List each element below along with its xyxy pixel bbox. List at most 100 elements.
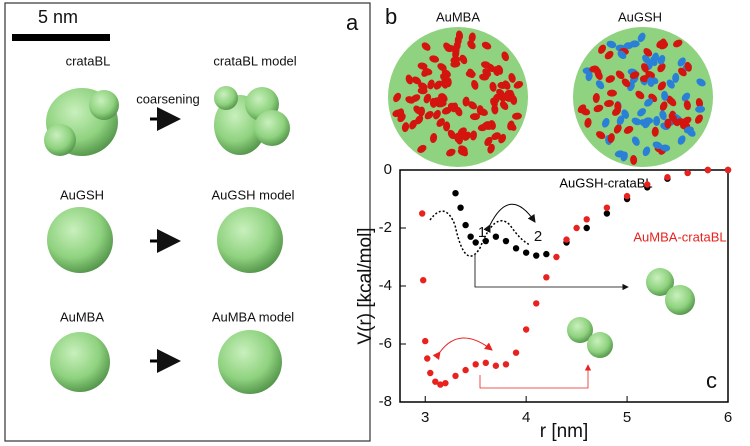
ligand [421,42,431,51]
ligand [642,54,651,64]
ligand [696,78,706,87]
hop-arrow [432,337,493,361]
y-tick-label: -6 [379,335,392,352]
ligand [481,41,492,50]
panel-frame [4,2,371,442]
ligand [651,126,659,137]
ligand [446,148,456,157]
ligand [651,52,659,63]
ligand [585,71,593,82]
ligand [429,97,437,108]
ligand [508,72,516,83]
ligand [427,79,435,90]
point [623,192,631,200]
ligand [459,147,468,157]
ligand [417,106,426,117]
row-model: crataBL model [213,53,296,68]
ligand [513,81,524,89]
ligand [677,57,686,67]
ligand [511,112,522,120]
point [462,366,469,374]
ligand [441,107,452,115]
point [492,233,500,240]
ligand [594,67,602,78]
ligand [684,61,692,72]
ligand [598,44,607,54]
point [603,210,611,217]
point [437,381,444,388]
protein-blobs [44,86,290,394]
ligand [492,93,500,104]
series-label: AuMBA-crataBL [633,229,726,244]
particle-name: AuMBA [436,9,480,24]
ligand [499,101,509,110]
ligand [577,104,587,114]
point [704,166,712,174]
annotation: 2 [534,228,542,245]
ligand [440,78,449,89]
ligand [503,94,514,102]
ligand [643,117,654,125]
ligand [491,132,501,141]
ligand [661,90,669,101]
ligand [683,100,691,111]
x-tick-label: 4 [522,409,530,426]
ligand [631,136,640,146]
ligand [659,110,667,121]
ligand [410,94,421,103]
point [502,361,510,368]
ligand [454,106,463,117]
ligand [452,45,460,56]
ligand [433,109,441,120]
ligand [641,63,649,73]
ligand [436,118,445,127]
point [492,362,500,369]
ligand [401,122,410,133]
ligand [441,69,451,78]
point [522,326,530,333]
ligand [462,96,470,107]
y-tick-label: -2 [379,219,392,236]
ligand [584,117,592,128]
ligand [417,87,428,95]
point [543,250,550,258]
ligand [424,110,434,120]
point [424,355,431,362]
hop-arrow [483,203,536,234]
pointer [474,255,629,291]
ligand [469,113,480,121]
ligand [645,70,656,79]
ligand [443,121,451,132]
ligand [489,81,497,92]
ligand [477,123,488,132]
ligand [484,136,493,146]
ligand [642,146,651,157]
point [427,369,434,377]
ligand [429,133,438,143]
ligand [616,115,625,126]
ligand [447,129,456,140]
ligand [436,99,447,107]
ligand [478,108,488,116]
point [512,349,520,356]
annotation: 1 [478,224,486,241]
ligand [673,39,683,48]
ligand [664,118,672,129]
ligand [501,51,509,62]
ligand [469,130,478,141]
ligand [682,116,692,125]
ligand [614,150,625,158]
ligand [467,101,478,110]
ligand [623,125,634,134]
ligand [614,101,622,112]
ligand [593,104,604,113]
point [533,252,540,259]
ligand [397,113,406,123]
panel-label: c [706,368,717,393]
panel-label: b [385,4,397,29]
scale-text: 5 nm [38,7,78,27]
series-label: AuGSH-crataBL [559,175,652,190]
ligand [422,68,433,76]
plot [399,169,729,403]
